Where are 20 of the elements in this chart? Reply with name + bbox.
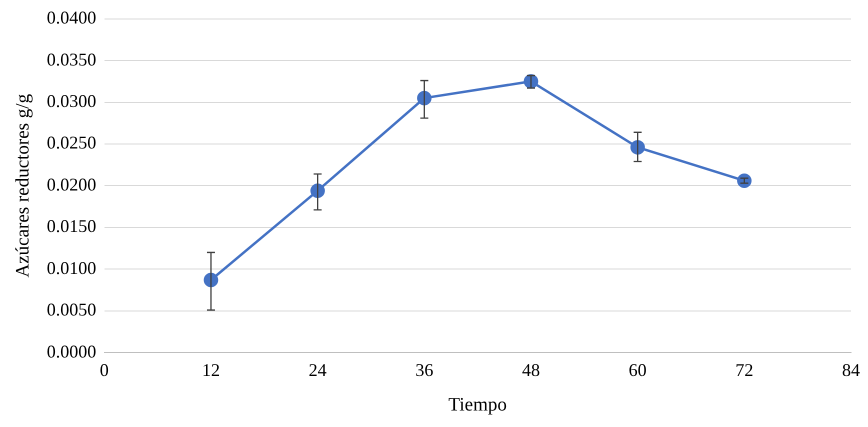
point xyxy=(737,173,752,188)
x-tick-label: 12 xyxy=(202,360,220,380)
y-tick-label: 0.0200 xyxy=(46,174,96,194)
x-tick-label: 48 xyxy=(522,360,540,380)
y-axis-title: Azúcares reductores g/g xyxy=(12,93,34,278)
y-tick-label: 0.0000 xyxy=(46,341,96,362)
x-tick-label: 24 xyxy=(308,360,327,380)
y-tick-label: 0.0350 xyxy=(46,49,96,70)
y-tick-label: 0.0150 xyxy=(46,216,96,236)
x-tick-label: 72 xyxy=(735,360,754,380)
x-tick-label: 60 xyxy=(628,360,647,380)
x-tick-label: 0 xyxy=(100,360,109,380)
y-tick-label: 0.0050 xyxy=(46,300,96,320)
x-tick-label: 36 xyxy=(415,360,434,380)
y-tick-label: 0.0300 xyxy=(46,90,96,111)
y-tick-label: 0.0250 xyxy=(46,132,96,153)
x-axis-title: Tiempo xyxy=(448,394,507,416)
y-tick-label: 0.0100 xyxy=(46,258,96,278)
x-tick-label: 84 xyxy=(842,360,860,380)
y-tick-label: 0.0400 xyxy=(46,8,96,28)
